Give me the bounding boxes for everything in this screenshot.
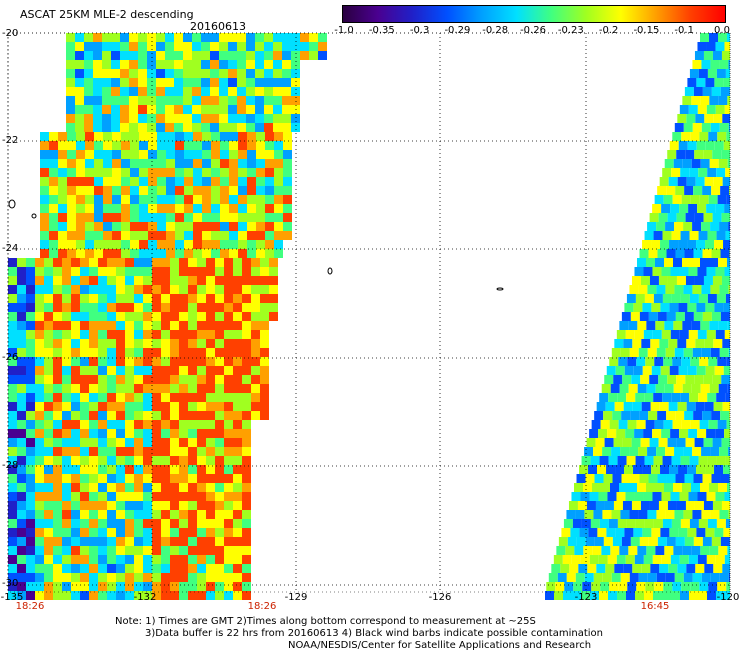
lon-label-120: -120 [717,592,740,603]
lat-label-24: -24 [2,243,18,254]
lon-label-132: -132 [134,592,157,603]
lon-label-123: -123 [575,592,598,603]
note-line-3: NOAA/NESDIS/Center for Satellite Applica… [288,640,591,651]
time-label-left: 18:26 [16,601,45,612]
lat-label-20: -20 [2,28,18,39]
time-label-right: 16:45 [641,601,670,612]
lon-label-129: -129 [285,592,308,603]
note-line-1: Note: 1) Times are GMT 2)Times along bot… [115,616,536,627]
time-label-center: 18:26 [248,601,277,612]
lat-label-30: -30 [2,578,18,589]
note-line-2: 3)Data buffer is 22 hrs from 20160613 4)… [145,628,603,639]
lat-label-26: -26 [2,352,18,363]
lat-label-28: -28 [2,460,18,471]
lon-label-126: -126 [429,592,452,603]
lat-label-22: -22 [2,135,18,146]
